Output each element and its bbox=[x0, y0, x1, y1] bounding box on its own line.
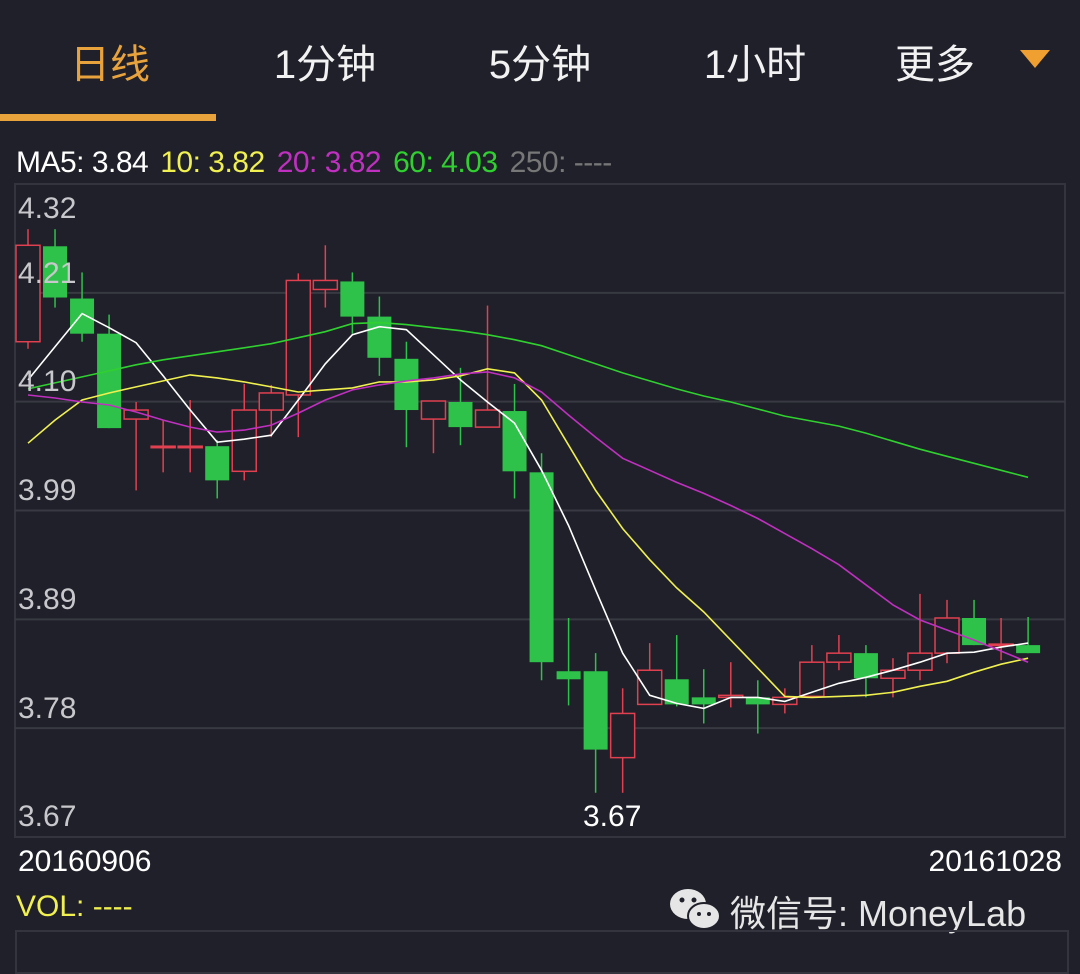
candle-body-down bbox=[70, 298, 95, 334]
x-end-date: 20161028 bbox=[928, 845, 1062, 878]
candle-body-up bbox=[177, 445, 203, 449]
candle-body-up bbox=[826, 652, 852, 663]
y-tick-label: 4.10 bbox=[18, 365, 77, 398]
legend-ma5: MA5: 3.84 bbox=[16, 146, 149, 179]
y-tick-label: 4.32 bbox=[18, 192, 77, 225]
candle-body-up bbox=[609, 712, 636, 759]
candle-body-up bbox=[636, 669, 663, 706]
legend-ma60: 60: 4.03 bbox=[393, 146, 498, 179]
volume-panel bbox=[15, 930, 1069, 974]
candle-body-down bbox=[205, 446, 230, 481]
tab-more[interactable]: 更多 bbox=[895, 43, 975, 87]
candle-body-up bbox=[258, 392, 285, 411]
watermark: 微信号: MoneyLab bbox=[668, 885, 1026, 937]
candle-body-down bbox=[529, 472, 554, 663]
candle-body-up bbox=[150, 445, 176, 449]
candle-body-down bbox=[745, 697, 770, 705]
candle-body-down bbox=[556, 671, 581, 680]
candle-body-down bbox=[853, 653, 878, 679]
legend-ma10: 10: 3.82 bbox=[160, 146, 265, 179]
volume-label: VOL: ---- bbox=[16, 890, 133, 923]
candle-body-up bbox=[474, 409, 501, 428]
tab-5min[interactable]: 5分钟 bbox=[488, 43, 592, 87]
x-start-date: 20160906 bbox=[18, 845, 152, 878]
wechat-icon bbox=[670, 889, 721, 930]
candle-body-down bbox=[394, 358, 419, 411]
active-tab-indicator bbox=[0, 114, 216, 121]
candle-body-up bbox=[123, 409, 149, 420]
tab-1hour[interactable]: 1小时 bbox=[703, 43, 807, 87]
candle-body-up bbox=[799, 661, 825, 698]
ma-line-20 bbox=[27, 371, 1029, 663]
y-tick-label: 3.67 bbox=[18, 800, 77, 833]
ma-line-60 bbox=[27, 321, 1029, 479]
candle-body-down bbox=[502, 411, 527, 472]
candle-body-down bbox=[1016, 645, 1041, 654]
candle-body-up bbox=[15, 244, 41, 343]
legend-ma20: 20: 3.82 bbox=[276, 146, 382, 179]
candle-body-down bbox=[97, 333, 122, 429]
low-price-marker: 3.67 bbox=[583, 800, 642, 833]
legend-ma250: 250: ---- bbox=[509, 146, 613, 179]
y-tick-label: 3.78 bbox=[18, 692, 77, 725]
y-tick-label: 4.21 bbox=[18, 257, 77, 290]
candle-body-down bbox=[340, 281, 365, 317]
watermark-text: 微信号: MoneyLab bbox=[730, 893, 1027, 934]
candle-body-down bbox=[43, 246, 68, 298]
y-tick-label: 3.99 bbox=[18, 474, 77, 507]
ma-line-10 bbox=[27, 367, 1029, 699]
candle-body-up bbox=[880, 669, 906, 680]
y-tick-label: 3.89 bbox=[18, 583, 77, 616]
candle-body-down bbox=[448, 402, 473, 428]
candle-body-up bbox=[420, 400, 447, 420]
candle-body-down bbox=[962, 617, 987, 646]
ma-legend: MA5: 3.84 10: 3.82 20: 3.82 60: 4.03 250: --… bbox=[16, 146, 624, 180]
tab-1min[interactable]: 1分钟 bbox=[273, 43, 377, 87]
ma-line-ma5 bbox=[27, 312, 1029, 710]
candle-body-up bbox=[312, 279, 339, 291]
tab-daily[interactable]: 日线 bbox=[70, 43, 150, 87]
triangle-down-icon[interactable] bbox=[1020, 50, 1050, 68]
candle-body-down bbox=[691, 697, 716, 705]
candle-body-up bbox=[934, 617, 960, 654]
candle-body-down bbox=[583, 671, 608, 750]
